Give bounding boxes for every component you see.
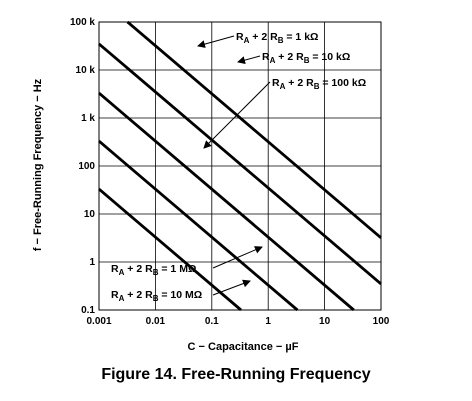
series-line (98, 92, 355, 312)
x-axis-label: C − Capacitance − µF (188, 341, 299, 353)
series-line (98, 140, 299, 312)
y-tick-label: 100 k (70, 17, 95, 28)
x-tick-label: 0.01 (146, 316, 166, 327)
series-label: RA + 2 RB = 10 kΩ (262, 51, 350, 65)
series-label: RA + 2 RB = 1 MΩ (111, 263, 196, 277)
series-label: RA + 2 RB = 1 kΩ (236, 31, 318, 45)
callout-leader (197, 35, 235, 48)
series-label: RA + 2 RB = 100 kΩ (272, 77, 366, 91)
y-tick-label: 100 (78, 161, 95, 172)
series-line (98, 188, 242, 312)
x-tick-label: 1 (265, 316, 271, 327)
y-tick-label: 1 (89, 257, 95, 268)
callout-leader (212, 246, 263, 269)
series-line (98, 42, 382, 285)
x-tick-label: 10 (319, 316, 331, 327)
series-label: RA + 2 RB = 10 MΩ (111, 289, 202, 303)
y-tick-label: 10 k (76, 65, 96, 76)
y-axis-label: f − Free-Running Frequency − Hz (32, 78, 44, 251)
y-tick-label: 0.1 (81, 305, 95, 316)
x-tick-label: 0.1 (205, 316, 219, 327)
callout-leader (203, 81, 271, 149)
callout-leader (237, 55, 261, 65)
x-tick-label: 100 (373, 316, 390, 327)
series-line (126, 20, 382, 239)
figure-caption: Figure 14. Free-Running Frequency (101, 366, 371, 383)
x-tick-label: 0.001 (86, 316, 111, 327)
callout-leader (212, 279, 251, 296)
y-tick-label: 10 (84, 209, 96, 220)
y-tick-label: 1 k (81, 113, 95, 124)
